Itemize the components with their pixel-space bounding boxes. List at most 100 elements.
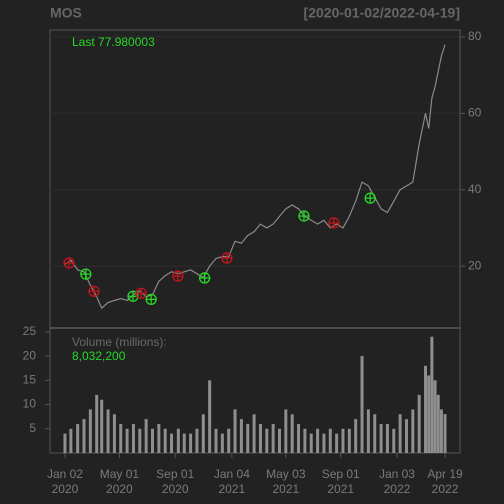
volume-bar (195, 428, 199, 453)
volume-bar (82, 419, 86, 453)
volume-bar (239, 419, 243, 453)
volume-bar (322, 433, 326, 453)
last-price-label: Last 77.980003 (72, 35, 155, 49)
volume-bar (436, 394, 440, 453)
volume-bar (417, 394, 421, 453)
volume-bar (170, 433, 174, 453)
x-tick-label: Sep 01 2020 (156, 467, 195, 496)
x-tick-label: Apr 19 2022 (427, 467, 463, 496)
volume-bar (404, 419, 408, 453)
volume-bar (95, 394, 99, 453)
volume-bar (290, 414, 294, 453)
volume-bar (157, 423, 161, 453)
volume-bar (427, 375, 431, 453)
volume-bar (106, 409, 110, 453)
volume-last-label: 8,032,200 (72, 349, 126, 363)
signal-marker (172, 270, 184, 282)
volume-bar (439, 409, 443, 453)
volume-bar (316, 428, 320, 453)
volume-tick-label: 20 (23, 348, 37, 362)
volume-bar (277, 428, 281, 453)
volume-bar (328, 428, 332, 453)
volume-bar (125, 428, 129, 453)
volume-bar (208, 380, 212, 453)
volume-bar (392, 428, 396, 453)
signal-marker (145, 293, 157, 305)
y-tick-label: 20 (468, 258, 482, 272)
volume-bar (379, 423, 383, 453)
volume-tick-label: 5 (29, 421, 36, 435)
x-tick-label: Sep 01 2021 (321, 467, 360, 496)
volume-bar (303, 428, 307, 453)
volume-bar (265, 428, 269, 453)
volume-bar (443, 414, 447, 453)
signal-marker (221, 252, 233, 264)
signal-marker (135, 287, 147, 299)
volume-bar (411, 409, 415, 453)
y-tick-label: 80 (468, 29, 482, 43)
y-tick-label: 40 (468, 182, 482, 196)
volume-bar (163, 428, 167, 453)
volume-tick-label: 25 (23, 324, 37, 338)
volume-bar (433, 380, 437, 453)
volume-bar (354, 419, 358, 453)
x-tick-label: May 03 2021 (266, 467, 306, 496)
volume-bar (119, 423, 123, 453)
signal-marker (298, 210, 310, 222)
price-line (64, 44, 446, 310)
signal-marker (63, 257, 75, 269)
signal-marker (80, 268, 92, 280)
volume-bar (100, 399, 104, 453)
volume-title: Volume (millions): (72, 335, 167, 349)
volume-bar (189, 433, 193, 453)
signal-marker (328, 217, 340, 229)
volume-bar (258, 423, 262, 453)
volume-bar (151, 428, 154, 453)
volume-bar (398, 414, 402, 453)
volume-bar (88, 409, 92, 453)
y-tick-label: 60 (468, 105, 482, 119)
volume-bar (176, 428, 180, 453)
signal-marker (199, 272, 211, 284)
volume-bar (309, 433, 313, 453)
volume-bar (246, 423, 250, 453)
volume-bar (63, 433, 67, 453)
volume-bar (341, 428, 345, 453)
signal-marker (364, 192, 376, 204)
volume-bar (227, 428, 231, 453)
volume-tick-label: 15 (23, 372, 37, 386)
volume-bar (138, 428, 142, 453)
volume-bar (131, 423, 135, 453)
x-tick-label: May 01 2020 (99, 467, 140, 496)
volume-bar (76, 423, 80, 453)
volume-bar (366, 409, 370, 453)
volume-bar (335, 433, 339, 453)
volume-bar (69, 428, 73, 453)
volume-bar (424, 365, 428, 453)
chart-title: MOS (50, 5, 82, 21)
volume-bar (144, 419, 148, 453)
volume-bar (347, 428, 351, 453)
x-tick-label: Jan 02 2020 (46, 467, 83, 496)
volume-bar (233, 409, 237, 453)
volume-bar (252, 414, 256, 453)
volume-bar (214, 428, 218, 453)
x-tick-label: Jan 03 2022 (378, 467, 415, 496)
volume-bar (373, 414, 377, 453)
signal-marker (88, 285, 100, 297)
plot-frame (49, 29, 461, 454)
volume-tick-label: 10 (23, 397, 37, 411)
volume-bar (430, 336, 434, 453)
volume-bar (271, 423, 275, 453)
signal-marker (127, 290, 139, 302)
volume-bar (297, 423, 301, 453)
volume-bar (284, 409, 288, 453)
volume-bar (385, 423, 389, 453)
x-tick-label: Jan 04 2021 (213, 467, 250, 496)
chart-subtitle: [2020-01-02/2022-04-19] (304, 5, 460, 21)
volume-bar (182, 433, 186, 453)
volume-bar (220, 433, 224, 453)
volume-bar (360, 356, 364, 453)
